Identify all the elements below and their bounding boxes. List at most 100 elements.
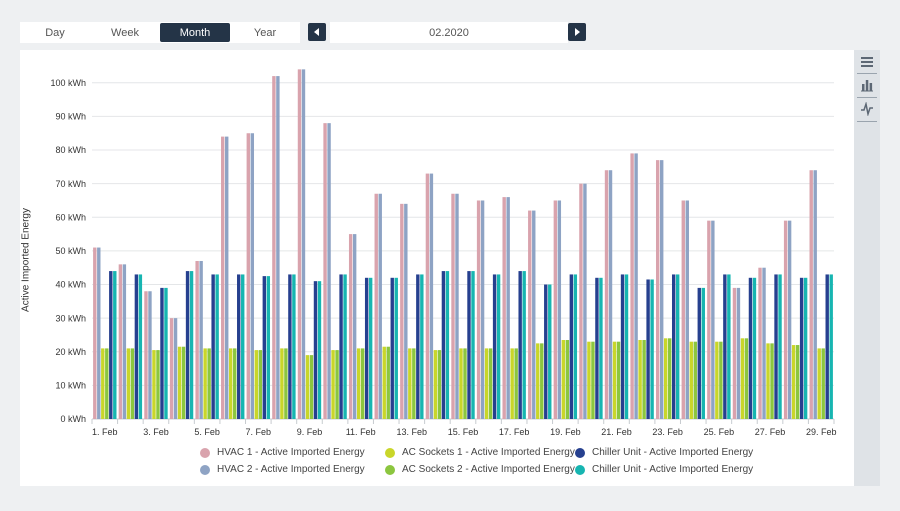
bar[interactable] [799,277,804,419]
bar[interactable] [573,274,578,419]
bar[interactable] [803,277,808,419]
bar[interactable] [313,281,318,419]
bar[interactable] [663,338,668,419]
period-day-button[interactable]: Day [20,22,90,43]
bar[interactable] [821,348,825,419]
bar[interactable] [638,340,642,419]
bar[interactable] [532,210,536,419]
bar[interactable] [510,348,514,419]
bar[interactable] [207,348,211,419]
menu-button[interactable] [857,52,877,72]
bar[interactable] [368,277,373,419]
bar[interactable] [323,123,327,420]
bar[interactable] [646,279,650,419]
bar[interactable] [480,200,485,419]
bar[interactable] [317,281,322,419]
bar[interactable] [650,279,654,419]
bar[interactable] [297,69,302,420]
bar[interactable] [189,271,194,419]
bar[interactable] [356,348,361,419]
line-chart-button[interactable] [857,99,877,119]
bar[interactable] [522,271,526,419]
bar[interactable] [292,274,296,419]
bar[interactable] [774,274,778,419]
legend-item[interactable]: Chiller Unit - Active Imported Energy [575,447,775,458]
bar[interactable] [288,274,292,419]
bar[interactable] [506,197,510,419]
bar[interactable] [203,348,207,419]
prev-period-button[interactable] [308,23,326,41]
bar[interactable] [348,234,353,419]
bar[interactable] [740,338,745,419]
bar[interactable] [719,341,723,419]
bar[interactable] [766,343,770,419]
bar[interactable] [659,160,664,419]
bar[interactable] [752,277,757,419]
bar[interactable] [561,340,566,419]
bar[interactable] [241,274,245,419]
bar[interactable] [437,350,442,419]
bar[interactable] [441,271,446,419]
bar[interactable] [536,343,540,419]
bar[interactable] [339,274,343,419]
bar[interactable] [748,277,753,419]
bar[interactable] [429,173,434,419]
bar[interactable] [246,133,251,419]
bar[interactable] [795,345,800,419]
bar[interactable] [233,348,237,419]
bar[interactable] [215,274,219,419]
bar[interactable] [309,355,314,419]
bar[interactable] [463,348,467,419]
bar[interactable] [109,271,113,419]
bar[interactable] [378,193,382,419]
bar[interactable] [630,153,634,419]
bar[interactable] [540,343,544,419]
bar[interactable] [360,348,365,419]
period-week-button[interactable]: Week [90,22,160,43]
bar[interactable] [254,350,259,419]
bar[interactable] [565,340,570,419]
bar[interactable] [425,173,430,419]
bar[interactable] [101,348,105,419]
bar[interactable] [693,341,697,419]
bar[interactable] [199,260,203,419]
bar[interactable] [280,348,284,419]
bar[interactable] [130,348,135,419]
bar[interactable] [229,348,233,419]
bar[interactable] [518,271,522,419]
bar[interactable] [591,341,595,419]
bar[interactable] [445,271,450,419]
bar[interactable] [579,183,583,419]
bar[interactable] [404,203,408,419]
bar[interactable] [467,271,471,419]
bar[interactable] [492,274,497,419]
bar[interactable] [118,264,123,419]
bar[interactable] [778,274,782,419]
bar[interactable] [301,69,306,420]
bar[interactable] [195,260,199,419]
bar[interactable] [382,346,386,419]
bar[interactable] [420,274,424,419]
bar[interactable] [496,274,501,419]
bar[interactable] [809,170,813,419]
bar[interactable] [544,284,548,419]
bar[interactable] [394,277,398,419]
bar[interactable] [335,350,339,419]
bar[interactable] [352,234,357,419]
bar[interactable] [331,350,335,419]
bar[interactable] [173,318,178,419]
bar[interactable] [770,343,774,419]
bar[interactable] [599,277,603,419]
bar[interactable] [476,200,481,419]
bar[interactable] [715,341,719,419]
bar[interactable] [221,136,225,419]
bar[interactable] [732,287,737,419]
bar[interactable] [386,346,390,419]
bar[interactable] [707,220,711,419]
bar[interactable] [390,277,394,419]
bar[interactable] [762,267,766,419]
bar[interactable] [616,341,621,419]
bar[interactable] [237,274,241,419]
bar[interactable] [276,76,280,419]
bar[interactable] [548,284,552,419]
